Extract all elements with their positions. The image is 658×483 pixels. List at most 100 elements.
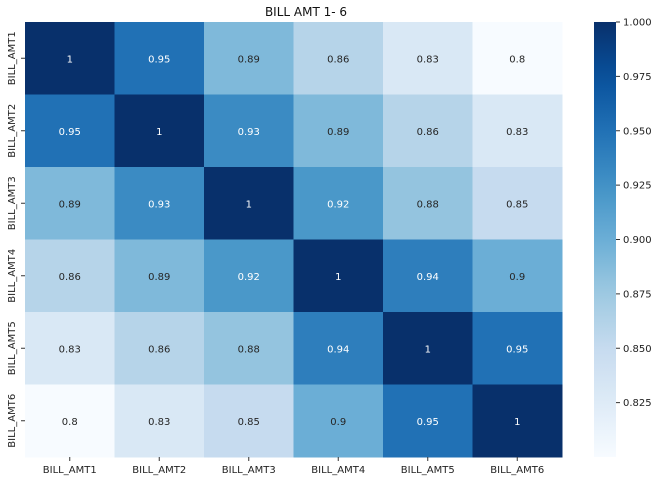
heatmap-cell	[204, 94, 294, 168]
heatmap-cell	[25, 167, 115, 240]
cell-annotation: 0.93	[148, 199, 170, 210]
chart-title: BILL AMT 1- 6	[265, 5, 347, 19]
cell-annotation: 1	[335, 272, 341, 283]
cell-annotation: 0.83	[59, 344, 81, 355]
heatmap-cell	[472, 167, 563, 240]
cell-annotation: 0.94	[327, 344, 349, 355]
heatmap-cell	[204, 22, 294, 95]
heatmap-cell	[472, 22, 563, 95]
cell-annotation: 0.8	[62, 417, 78, 428]
heatmap-cell	[25, 22, 115, 95]
cell-annotation: 0.92	[238, 272, 260, 283]
x-axis-tick-labels: BILL_AMT1 BILL_AMT2 BILL_AMT3 BILL_AMT4 BILL…	[43, 457, 544, 476]
cell-annotation: 0.93	[238, 127, 260, 138]
colorbar: 0.825 0.850 0.875 0.900 0.925 0.950 0.975 1.000	[594, 18, 652, 457]
cell-annotation: 0.89	[327, 127, 349, 138]
y-tick-label: BILL_AMT2	[7, 104, 18, 158]
cell-annotation: 0.85	[506, 199, 528, 210]
colorbar-tick-label: 0.925	[623, 181, 652, 192]
heatmap-cell	[204, 312, 294, 385]
heatmap-cell	[114, 167, 205, 240]
cell-annotation: 0.89	[238, 54, 260, 65]
cell-annotations: 1 0.95 0.89 0.86 0.83 0.8 0.95 1 0.93 0.89 0.86 0.8…	[59, 54, 529, 428]
colorbar-tick-label: 0.875	[623, 289, 652, 300]
cell-annotation: 1	[156, 127, 162, 138]
y-tick-label: BILL_AMT4	[7, 249, 18, 303]
colorbar-tick-label: 0.900	[623, 235, 652, 246]
heatmap-cell	[472, 312, 563, 385]
heatmap-cell	[293, 94, 384, 168]
cell-annotation: 0.86	[417, 127, 439, 138]
x-tick-label: BILL_AMT6	[490, 465, 544, 476]
heatmap-cell	[114, 312, 205, 385]
cell-annotation: 0.95	[59, 127, 81, 138]
colorbar-tick-label: 1.000	[623, 18, 652, 29]
cell-annotation: 0.9	[330, 417, 346, 428]
heatmap-cell	[383, 94, 473, 168]
heatmap-cell	[472, 94, 563, 168]
heatmap-cell	[114, 22, 205, 95]
heatmap-cell	[293, 312, 384, 385]
colorbar-gradient	[594, 22, 616, 457]
y-tick-label: BILL_AMT3	[7, 176, 18, 230]
cell-annotation: 0.95	[148, 54, 170, 65]
cell-annotation: 1	[67, 54, 73, 65]
y-axis-tick-labels: BILL_AMT1 BILL_AMT2 BILL_AMT3 BILL_AMT4 BILL…	[7, 31, 25, 448]
cell-annotation: 0.88	[417, 199, 439, 210]
cell-annotation: 0.92	[327, 199, 349, 210]
heatmap-cell	[204, 239, 294, 313]
cell-annotation: 0.9	[509, 272, 525, 283]
heatmap-cell	[293, 167, 384, 240]
heatmap-cell	[25, 312, 115, 385]
cell-annotation: 0.83	[417, 54, 439, 65]
heatmap-cell	[114, 239, 205, 313]
cell-annotation: 1	[246, 199, 252, 210]
cell-annotation: 0.85	[238, 417, 260, 428]
cell-annotation: 0.94	[417, 272, 439, 283]
cell-annotation: 0.83	[148, 417, 170, 428]
colorbar-tick-label: 0.975	[623, 72, 652, 83]
x-tick-label: BILL_AMT2	[132, 465, 186, 476]
cell-annotation: 0.83	[506, 127, 528, 138]
cell-annotation: 0.86	[148, 344, 170, 355]
cell-annotation: 0.89	[148, 272, 170, 283]
heatmap-cell	[383, 167, 473, 240]
heatmap-cell	[472, 384, 563, 458]
cell-annotation: 0.95	[417, 417, 439, 428]
heatmap-cell	[383, 384, 473, 458]
heatmap-cell	[114, 384, 205, 458]
cell-annotation: 0.88	[238, 344, 260, 355]
colorbar-tick-label: 0.825	[623, 398, 652, 409]
heatmap-cell	[204, 384, 294, 458]
heatmap-cell	[25, 94, 115, 168]
cell-annotation: 0.86	[327, 54, 349, 65]
x-tick-label: BILL_AMT4	[311, 465, 365, 476]
heatmap-cell	[293, 384, 384, 458]
cell-annotation: 0.95	[506, 344, 528, 355]
cell-annotation: 1	[425, 344, 431, 355]
cell-annotation: 0.8	[509, 54, 525, 65]
heatmap-cells	[25, 22, 563, 458]
y-tick-label: BILL_AMT1	[7, 31, 18, 85]
colorbar-tick-label: 0.950	[623, 126, 652, 137]
cell-annotation: 1	[514, 417, 520, 428]
heatmap-cell	[293, 239, 384, 313]
heatmap-cell	[383, 312, 473, 385]
heatmap-cell	[204, 167, 294, 240]
x-tick-label: BILL_AMT3	[222, 465, 276, 476]
colorbar-tick-label: 0.850	[623, 344, 652, 355]
heatmap-cell	[25, 239, 115, 313]
cell-annotation: 0.89	[59, 199, 81, 210]
heatmap-cell	[114, 94, 205, 168]
heatmap-cell	[383, 22, 473, 95]
cell-annotation: 0.86	[59, 272, 81, 283]
x-tick-label: BILL_AMT1	[43, 465, 97, 476]
y-tick-label: BILL_AMT6	[7, 394, 18, 448]
heatmap-cell	[293, 22, 384, 95]
heatmap-cell	[472, 239, 563, 313]
heatmap-cell	[25, 384, 115, 458]
y-tick-label: BILL_AMT5	[7, 321, 18, 375]
x-tick-label: BILL_AMT5	[401, 465, 455, 476]
heatmap-cell	[383, 239, 473, 313]
